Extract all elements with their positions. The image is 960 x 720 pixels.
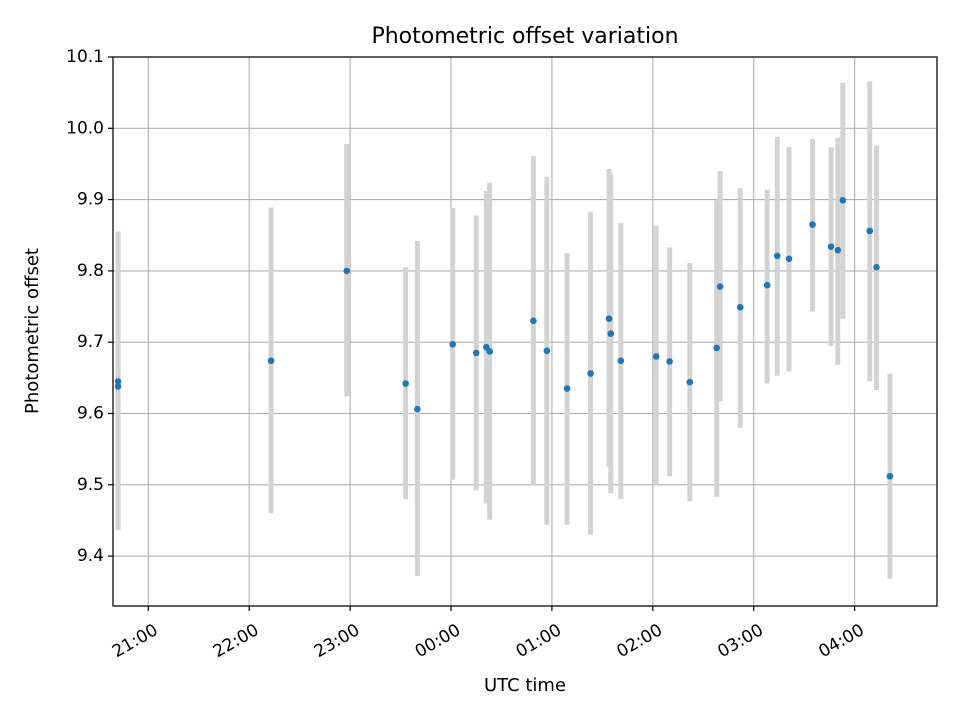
data-point — [652, 353, 660, 360]
data-point — [114, 378, 122, 385]
data-point — [402, 380, 409, 387]
y-tick-label: 10.0 — [66, 118, 104, 138]
data-point — [827, 243, 835, 250]
data-point — [666, 358, 673, 365]
data-point — [839, 197, 847, 204]
y-axis-label: Photometric offset — [22, 248, 43, 414]
data-point — [866, 227, 874, 235]
data-point — [686, 378, 694, 386]
data-point — [736, 303, 744, 311]
data-point — [486, 348, 493, 355]
data-point — [834, 246, 842, 254]
x-axis-label: UTC time — [484, 675, 566, 696]
data-point — [267, 357, 275, 365]
data-point — [617, 357, 625, 365]
data-point — [607, 330, 615, 337]
data-point — [543, 347, 551, 355]
data-point — [716, 283, 724, 290]
data-point — [563, 385, 571, 392]
data-point — [809, 221, 816, 228]
chart-title: Photometric offset variation — [371, 24, 678, 49]
y-tick-label: 9.6 — [77, 403, 104, 423]
y-tick-label: 9.9 — [77, 190, 104, 210]
data-point — [873, 264, 880, 271]
data-point — [472, 349, 480, 357]
y-tick-label: 9.4 — [77, 546, 104, 566]
data-point — [886, 472, 894, 480]
y-tick-label: 9.5 — [77, 475, 104, 495]
data-point — [343, 267, 351, 275]
y-tick-label: 10.1 — [66, 47, 104, 67]
data-point — [114, 383, 122, 390]
data-point — [763, 281, 771, 289]
plot-area — [113, 57, 937, 606]
data-point — [530, 317, 537, 325]
data-point — [773, 252, 781, 260]
data-point — [414, 405, 421, 413]
data-points — [114, 197, 894, 480]
data-point — [713, 344, 721, 352]
data-point — [605, 315, 613, 322]
data-point — [785, 255, 793, 263]
plot-frame — [112, 56, 938, 607]
data-point — [587, 370, 594, 377]
y-tick-label: 9.8 — [77, 261, 104, 281]
data-point — [449, 341, 456, 348]
y-tick-label: 9.7 — [77, 332, 104, 352]
y-axis: 9.4 9.5 9.6 9.7 9.8 9.9 10.0 10.1 — [66, 47, 113, 566]
